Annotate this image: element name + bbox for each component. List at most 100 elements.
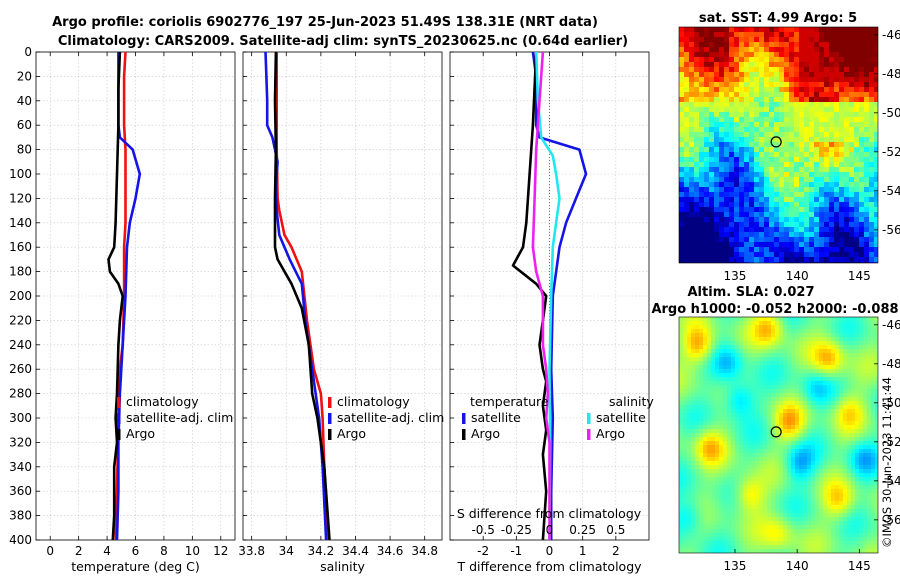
sla_map-cell (731, 353, 736, 358)
sst_map-cell (724, 212, 730, 218)
sla_map-cell (787, 501, 792, 506)
sla_map-cell (723, 425, 728, 430)
sla_map-cell (827, 353, 832, 358)
sla_map-cell (807, 357, 812, 362)
sst_map-cell (869, 262, 875, 263)
sla_map-cell (839, 337, 844, 342)
sst_map-cell (759, 27, 765, 33)
sst_map-cell (834, 217, 840, 223)
sst_map-cell (874, 157, 878, 163)
sla_map-cell (719, 365, 724, 370)
sst_map-cell (794, 122, 800, 128)
sst_map-cell (734, 62, 740, 68)
sst_map-cell (829, 142, 835, 148)
sla_map-cell (855, 365, 860, 370)
sla_map-cell (691, 381, 696, 386)
sst_map-cell (779, 232, 785, 238)
sla_map-cell (727, 469, 732, 474)
sst_map-cell (769, 47, 775, 53)
sst_map-cell (719, 57, 725, 63)
sla_map-cell (839, 461, 844, 466)
sst_map-cell (839, 207, 845, 213)
sst_map-cell (694, 187, 700, 193)
sst_map-cell (804, 262, 810, 263)
sst_map-cell (724, 117, 730, 123)
sst_map-cell (814, 47, 820, 53)
sla_map-cell (795, 473, 800, 478)
sst_map-cell (834, 102, 840, 108)
sst_map-cell (679, 257, 685, 263)
sst_map-cell (729, 117, 735, 123)
sst_map-cell (714, 42, 720, 48)
sla_map-cell (795, 465, 800, 470)
sst_map-cell (739, 157, 745, 163)
sst_map-cell (684, 97, 690, 103)
sla_map-cell (711, 537, 716, 542)
sst_map-cell (759, 192, 765, 198)
sla_map-cell (735, 457, 740, 462)
sst_map-cell (789, 67, 795, 73)
sla_map-cell (767, 457, 772, 462)
sla_map-cell (831, 377, 836, 382)
sst_map-cell (854, 97, 860, 103)
sla_map-cell (847, 529, 852, 534)
sla_map-cell (807, 509, 812, 514)
sla_map-cell (719, 433, 724, 438)
sla_map-cell (747, 381, 752, 386)
sla_map-cell (715, 417, 720, 422)
sla_map-cell (843, 333, 848, 338)
sla_map-cell (775, 393, 780, 398)
sla_map-cell (751, 385, 756, 390)
sst_map-cell (729, 67, 735, 73)
sst_map-cell (834, 87, 840, 93)
sst_map-cell (824, 162, 830, 168)
temperature-ytick-label: 380 (9, 509, 32, 523)
sla_map-cell (815, 357, 820, 362)
sla_map-cell (827, 517, 832, 522)
sla_map-cell (831, 481, 836, 486)
sla_map-cell (719, 405, 724, 410)
sla_map-cell (755, 345, 760, 350)
sla_map-cell (839, 389, 844, 394)
sst_map-cell (694, 172, 700, 178)
sst_map-cell (849, 227, 855, 233)
sst_map-cell (729, 47, 735, 53)
sst_map-cell (799, 152, 805, 158)
sla_map-cell (803, 317, 808, 322)
sla_map-cell (771, 381, 776, 386)
sst_map-cell (704, 232, 710, 238)
sla_map-cell (871, 493, 876, 498)
sla_map-cell (691, 537, 696, 542)
sst_map-cell (789, 202, 795, 208)
sst_map-cell (739, 87, 745, 93)
sla_map-cell (775, 485, 780, 490)
sla_map-cell (775, 329, 780, 334)
sst_map-cell (804, 242, 810, 248)
sla_map-cell (683, 513, 688, 518)
sla_map-cell (795, 433, 800, 438)
sst_map-cell (704, 172, 710, 178)
sst_map-cell (754, 87, 760, 93)
sst_map-cell (819, 257, 825, 263)
sla_map-cell (799, 417, 804, 422)
sst_map-cell (754, 167, 760, 173)
sla_map-cell (795, 513, 800, 518)
sla_map-cell (823, 529, 828, 534)
sla_map-cell (855, 473, 860, 478)
sst_map-cell (874, 197, 878, 203)
sst_map-cell (839, 152, 845, 158)
sst_map-cell (834, 227, 840, 233)
sst_map-cell (754, 177, 760, 183)
sst_map-cell (819, 252, 825, 258)
sst_map-cell (714, 92, 720, 98)
sla_map-cell (783, 333, 788, 338)
sla_map-cell (687, 449, 692, 454)
sla_map-cell (795, 485, 800, 490)
sla_map-cell (711, 433, 716, 438)
sst_map-cell (734, 37, 740, 43)
difference-line-salinity-argo (531, 52, 551, 540)
sst_map-cell (854, 187, 860, 193)
sla_map-cell (783, 501, 788, 506)
sst_map-cell (844, 207, 850, 213)
sst_map-cell (724, 147, 730, 153)
